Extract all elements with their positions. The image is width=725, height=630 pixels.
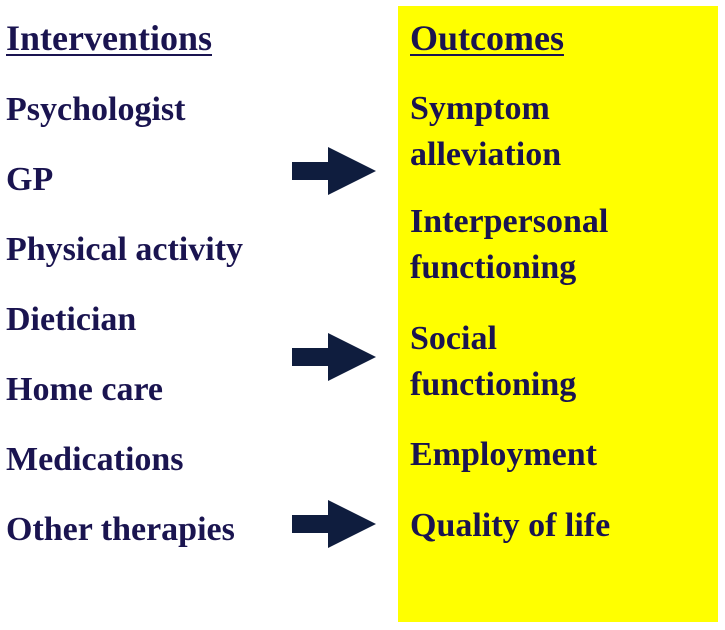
outcomes-title: Outcomes (410, 18, 564, 58)
outcome-social-line2: functioning (410, 366, 577, 403)
interventions-title: Interventions (6, 18, 212, 58)
intervention-home-care: Home care (6, 371, 164, 408)
outcome-symptom-line2: alleviation (410, 136, 562, 173)
outcomes-panel (398, 6, 718, 622)
intervention-gp: GP (6, 161, 54, 198)
outcome-employment: Employment (410, 436, 597, 473)
outcome-quality-of-life: Quality of life (410, 507, 611, 544)
right-arrow-icon (292, 500, 376, 548)
outcome-symptom-line1: Symptom (410, 90, 550, 127)
right-arrow-icon (292, 333, 376, 381)
intervention-psychologist: Psychologist (6, 91, 186, 128)
outcome-social-line1: Social (410, 320, 497, 357)
intervention-other-therapies: Other therapies (6, 511, 235, 548)
outcome-interpersonal-line2: functioning (410, 249, 577, 286)
intervention-medications: Medications (6, 441, 184, 478)
right-arrow-icon (292, 147, 376, 195)
intervention-dietician: Dietician (6, 301, 137, 338)
intervention-physical-activity: Physical activity (6, 231, 244, 268)
outcome-interpersonal-line1: Interpersonal (410, 203, 609, 240)
